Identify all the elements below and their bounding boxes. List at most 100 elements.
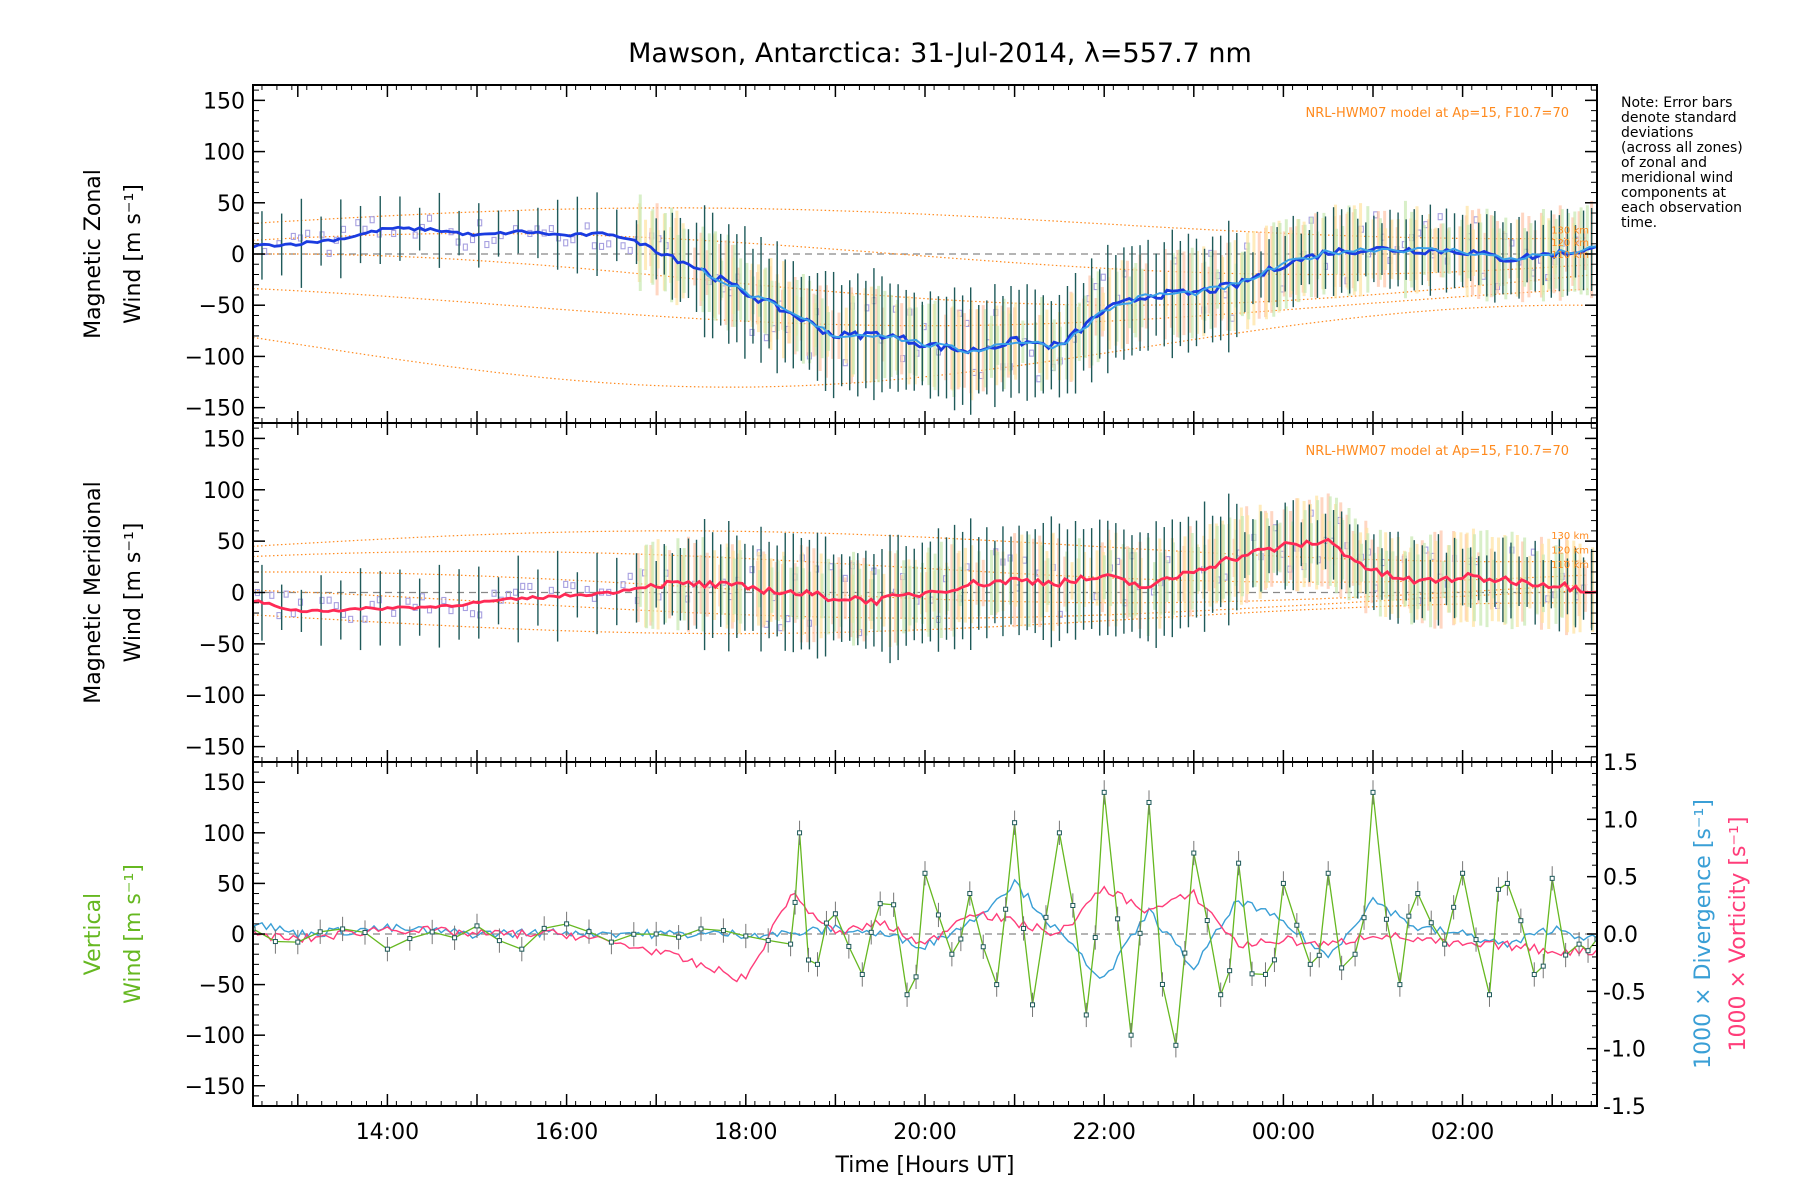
data-point: [384, 946, 390, 952]
data-point: [1316, 952, 1322, 958]
x-tick-label: 22:00: [1072, 1120, 1135, 1145]
data-point: [369, 216, 375, 224]
zonal-wind-line-alt: [700, 245, 1597, 354]
data-point: [1504, 880, 1510, 886]
note-line: denote standard: [1621, 110, 1737, 126]
data-point: [1182, 950, 1188, 956]
model-curve: [253, 304, 1589, 388]
y-tick-label: 0: [231, 243, 245, 268]
panel-zonal: NRL-HWM07 model at Ap=15, F10.7=70 130 km…: [81, 84, 1598, 424]
data-point: [319, 596, 325, 604]
data-point: [1092, 935, 1098, 941]
data-point: [814, 961, 820, 967]
data-point: [1173, 1042, 1179, 1048]
data-point: [276, 612, 282, 620]
data-point: [1056, 830, 1062, 836]
note-line: each observation: [1621, 200, 1742, 216]
right-tick-label: 1.5: [1603, 751, 1638, 776]
plot-area: [253, 780, 1597, 1058]
data-point: [290, 232, 296, 240]
data-point: [994, 982, 1000, 988]
data-point: [1294, 922, 1300, 928]
data-point: [527, 582, 533, 591]
data-point: [455, 238, 461, 246]
altitude-label: 130 km: [1551, 531, 1589, 542]
data-point: [1280, 880, 1286, 886]
data-point: [1473, 937, 1479, 943]
data-point: [283, 590, 289, 598]
data-point: [631, 931, 637, 937]
data-point: [1083, 1012, 1089, 1018]
data-point: [407, 936, 413, 942]
note-line: (across all zones): [1621, 140, 1743, 156]
data-point: [922, 870, 928, 876]
panels: NRL-HWM07 model at Ap=15, F10.7=70 130 km…: [81, 84, 1751, 1178]
data-point: [362, 930, 368, 936]
data-point: [749, 566, 755, 574]
divergence-axis-label: 1000 × Divergence [s⁻¹]: [1691, 799, 1716, 1069]
y-tick-label: −150: [185, 397, 245, 422]
right-tick-label: 0.0: [1603, 923, 1638, 948]
y-tick-label: 100: [203, 141, 245, 166]
data-point: [1549, 875, 1555, 881]
data-point: [290, 610, 296, 618]
y-tick-label: 100: [203, 822, 245, 847]
data-point: [469, 235, 476, 244]
data-point: [806, 957, 812, 963]
data-point: [564, 921, 570, 927]
data-point: [441, 596, 447, 605]
x-axis-label: Time [Hours UT]: [835, 1153, 1015, 1178]
data-point: [348, 615, 354, 623]
data-point: [1540, 963, 1546, 969]
y-tick-label: −50: [199, 633, 245, 658]
data-point: [949, 951, 955, 957]
x-tick-label: 16:00: [535, 1120, 598, 1145]
data-point: [496, 938, 502, 944]
data-point: [586, 929, 592, 935]
data-point: [958, 936, 964, 942]
y-tick-label: −50: [199, 294, 245, 319]
data-point: [491, 589, 497, 597]
x-tick-label: 18:00: [714, 1120, 777, 1145]
data-point: [297, 598, 304, 606]
y-tick-label: 150: [203, 89, 245, 114]
y-tick-label: −100: [185, 345, 245, 370]
x-tick-label: 00:00: [1252, 1120, 1315, 1145]
altitude-label: 120 km: [1551, 545, 1589, 556]
right-tick-label: -1.0: [1603, 1038, 1646, 1063]
model-note: NRL-HWM07 model at Ap=15, F10.7=70: [1306, 444, 1570, 459]
data-point: [620, 242, 626, 250]
data-point: [519, 946, 525, 952]
data-point: [913, 974, 919, 980]
data-point: [743, 933, 749, 939]
altitude-label: 110 km: [1551, 560, 1589, 571]
data-point: [1415, 891, 1421, 897]
data-point: [563, 239, 569, 247]
data-point: [469, 610, 476, 618]
data-point: [269, 591, 275, 599]
data-point: [832, 911, 838, 917]
data-point: [698, 926, 704, 932]
y-tick-label: 100: [203, 479, 245, 504]
data-point: [627, 246, 633, 255]
figure-title: Mawson, Antarctica: 31-Jul-2014, λ=557.7…: [628, 38, 1252, 69]
x-tick-label: 14:00: [356, 1120, 419, 1145]
y-tick-label: −100: [185, 684, 245, 709]
data-point: [1271, 957, 1277, 963]
data-point: [1003, 906, 1009, 912]
y-tick-label: 50: [217, 192, 245, 217]
data-point: [340, 926, 346, 932]
y-tick-label: 0: [231, 923, 245, 948]
right-tick-label: 1.0: [1603, 808, 1638, 833]
data-point: [474, 923, 480, 929]
data-point: [563, 580, 569, 588]
model-curve: [253, 589, 1589, 619]
data-point: [627, 572, 633, 580]
data-point: [904, 992, 910, 998]
y-axis-label: Wind [m s⁻¹]: [121, 523, 146, 663]
data-point: [606, 240, 612, 248]
data-point: [448, 607, 454, 615]
note-line: Note: Error bars: [1621, 95, 1732, 111]
